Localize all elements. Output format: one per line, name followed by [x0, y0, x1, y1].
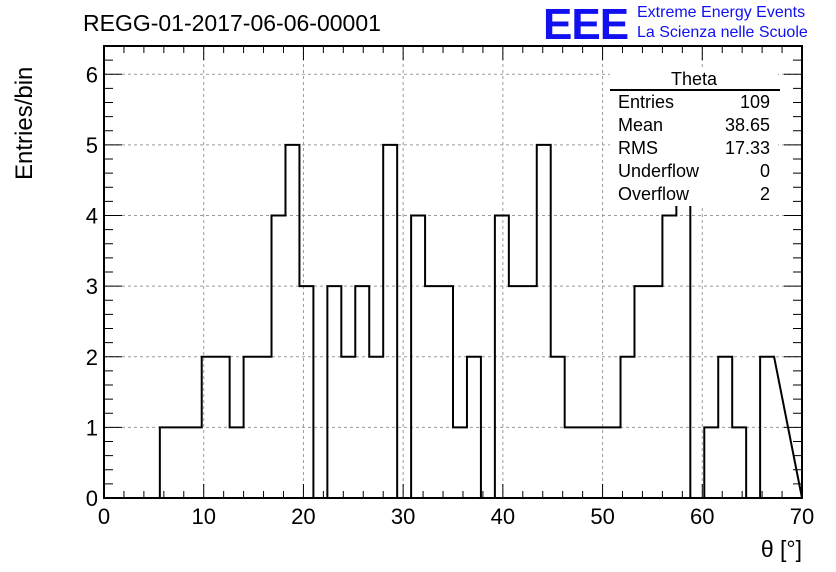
stats-label: Entries: [618, 92, 675, 112]
histogram-bin: [453, 427, 467, 498]
histogram-bin: [634, 286, 648, 498]
y-tick-label: 3: [86, 274, 98, 299]
stats-row-rms: RMS 17.33: [610, 137, 778, 160]
logo-line-2: La Scienza nelle Scuole: [637, 24, 808, 41]
x-tick-label: 30: [391, 504, 415, 529]
y-tick-label: 1: [86, 415, 98, 440]
histogram-bin: [648, 286, 662, 498]
stats-label: Mean: [618, 115, 664, 135]
y-axis-label: Entries/bin: [11, 66, 38, 180]
x-tick-label: 50: [590, 504, 614, 529]
histogram-bin: [704, 427, 718, 498]
stats-box-divider: [610, 89, 780, 91]
y-tick-label: 5: [86, 133, 98, 158]
x-tick-label: 10: [191, 504, 215, 529]
histogram-bin: [383, 145, 397, 498]
histogram-bin: [593, 427, 607, 498]
histogram-bin: [258, 357, 272, 498]
stats-value: 2: [759, 184, 770, 204]
stats-box: Theta Entries 109 Mean 38.65 RMS 17.33 Underfl…: [610, 69, 780, 206]
stats-value: 38.65: [724, 115, 770, 135]
stats-label: Underflow: [618, 161, 700, 181]
stats-label: RMS: [618, 138, 658, 158]
histogram-bin: [579, 427, 593, 498]
stats-label: Overflow: [618, 184, 690, 204]
y-tick-label: 4: [86, 204, 98, 229]
histogram-bin: [355, 286, 369, 498]
x-tick-label: 40: [491, 504, 515, 529]
chart-title: REGG-01-2017-06-06-00001: [83, 10, 381, 36]
histogram-bin: [509, 286, 523, 498]
histogram-bin: [327, 286, 341, 498]
histogram-bin: [299, 286, 313, 498]
logo-line-1: Extreme Energy Events: [637, 4, 806, 21]
stats-value: 17.33: [724, 138, 770, 158]
y-tick-label: 2: [86, 345, 98, 370]
y-tick-label: 6: [86, 62, 98, 87]
histogram-bin: [565, 427, 579, 498]
histogram-bin: [230, 427, 244, 498]
histogram-bin: [607, 427, 621, 498]
histogram-bin: [341, 357, 355, 498]
stats-row-overflow: Overflow 2: [610, 183, 778, 206]
histogram-bin: [537, 145, 551, 498]
x-axis-label: θ [°]: [760, 536, 802, 562]
histogram-bin: [425, 286, 439, 498]
histogram-bin: [174, 427, 188, 498]
stats-value: 109: [739, 92, 770, 112]
histogram-bin: [439, 286, 453, 498]
histogram-bin: [285, 145, 299, 498]
stats-row-underflow: Underflow 0: [610, 160, 778, 183]
stats-row-entries: Entries 109: [610, 91, 778, 114]
stats-value: 0: [759, 161, 770, 181]
eee-logo: EEE: [543, 0, 629, 49]
y-tick-label: 0: [86, 486, 98, 511]
stats-box-title: Theta: [670, 69, 718, 89]
histogram-bin: [160, 427, 174, 498]
x-tick-label: 20: [291, 504, 315, 529]
histogram-bin: [188, 427, 202, 498]
histogram-bin: [732, 427, 746, 498]
x-tick-label: 70: [790, 504, 814, 529]
histogram-bin: [216, 357, 230, 498]
x-tick-label: 0: [98, 504, 110, 529]
histogram-bin: [523, 286, 537, 498]
x-tick-label: 60: [690, 504, 714, 529]
stats-row-mean: Mean 38.65: [610, 114, 778, 137]
